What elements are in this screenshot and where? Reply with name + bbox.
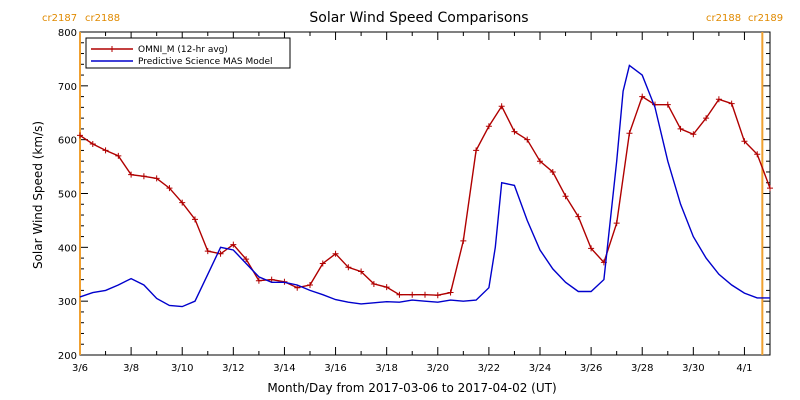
data-point [255,277,262,284]
data-point [383,284,390,291]
cr-marker-left-label-right: cr2188 [85,13,120,24]
data-point [370,280,377,287]
x-tick-label: 3/22 [478,363,500,374]
data-point [332,250,339,257]
data-point [153,175,160,182]
x-tick-label: 3/26 [580,363,602,374]
legend-label: OMNI_M (12-hr avg) [138,45,228,55]
data-point [754,151,761,158]
data-point [537,158,543,165]
x-tick-label: 3/16 [324,363,346,374]
data-point [77,132,83,139]
data-point [217,250,224,257]
data-point [409,291,416,298]
data-point [562,193,569,200]
data-point [358,268,365,275]
x-tick-label: 3/14 [273,363,295,374]
cr-marker-left-label-left: cr2187 [42,13,77,24]
y-tick-label: 300 [58,297,77,308]
data-point [422,291,428,298]
x-tick-label: 3/20 [427,363,449,374]
y-tick-label: 600 [58,136,77,147]
y-tick-label: 200 [58,351,77,362]
data-point [715,96,722,103]
data-point [767,185,773,192]
data-point [703,115,710,122]
x-tick-label: 3/6 [72,363,88,374]
data-point [626,130,633,137]
data-point [243,256,250,263]
data-point [307,282,313,289]
chart-title: Solar Wind Speed Comparisons [309,10,528,26]
data-point [447,289,454,296]
data-point [230,241,237,248]
data-point [140,173,147,180]
data-point [345,264,352,271]
data-point [677,125,684,132]
series-line-mas [79,64,770,308]
data-point [549,168,556,175]
x-axis-label: Month/Day from 2017-03-06 to 2017-04-02 … [267,381,556,395]
data-point [613,220,620,227]
data-point [166,185,173,192]
y-tick-label: 500 [58,190,77,201]
series-line-omni [79,95,771,296]
x-tick-label: 3/8 [123,363,139,374]
data-point [434,292,441,299]
data-point [319,260,326,267]
data-point [102,147,109,154]
y-tick-label: 700 [58,82,77,93]
y-tick-label: 400 [58,243,77,254]
data-point [204,248,211,255]
x-tick-label: 3/12 [222,363,244,374]
plot-area: 200 300 400 500 600 700 800 3/6 3/8 3/10 3/12 3/14 3… [58,28,773,374]
x-tick-label: 3/18 [375,363,397,374]
legend-marker [109,46,115,52]
data-point [664,101,671,108]
data-point [128,171,135,178]
y-axis-label: Solar Wind Speed (km/s) [31,121,45,269]
data-point [639,93,646,100]
data-point [179,199,186,206]
y-tick-label: 800 [58,28,77,39]
data-point [741,138,748,145]
cr-marker-right-label-right: cr2189 [748,13,783,24]
data-point [460,237,467,244]
legend-label: Predictive Science MAS Model [138,57,273,67]
x-tick-label: 3/10 [171,363,193,374]
data-point [524,136,531,143]
data-point [115,152,122,159]
data-point [473,147,480,154]
cr-marker-right-label-left: cr2188 [706,13,741,24]
data-point [396,291,403,298]
data-point [192,216,198,223]
x-tick-label: 3/24 [529,363,551,374]
x-tick-label: 3/28 [631,363,653,374]
data-point [485,123,492,130]
x-tick-label: 3/30 [682,363,704,374]
legend-box [85,37,291,69]
data-point [511,128,518,135]
data-point [728,100,735,107]
x-tick-label: 4/1 [736,363,752,374]
data-point [575,213,582,220]
data-point [498,103,505,110]
data-point [588,245,595,252]
data-point [690,131,697,138]
data-point [89,140,96,147]
